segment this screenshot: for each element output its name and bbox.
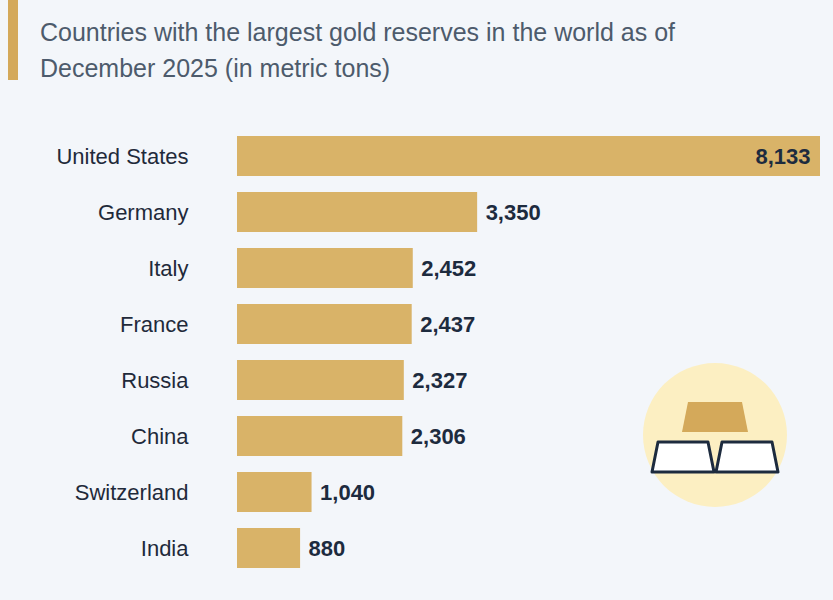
svg-text:3,350: 3,350	[486, 200, 541, 225]
svg-text:France: France	[120, 312, 188, 337]
svg-text:Switzerland: Switzerland	[75, 480, 189, 505]
svg-text:2,327: 2,327	[412, 368, 467, 393]
svg-text:Germany: Germany	[98, 200, 188, 225]
svg-text:880: 880	[309, 536, 346, 561]
svg-text:2,452: 2,452	[421, 256, 476, 281]
svg-text:2,306: 2,306	[411, 424, 466, 449]
svg-text:Russia: Russia	[121, 368, 189, 393]
svg-text:India: India	[141, 536, 189, 561]
svg-text:China: China	[131, 424, 189, 449]
svg-text:2,437: 2,437	[420, 312, 475, 337]
svg-text:Italy: Italy	[148, 256, 188, 281]
svg-text:United States: United States	[56, 144, 188, 169]
html-text:Countries with the largest gol: Countries with the largest gold reserves…	[40, 18, 675, 82]
svg-text:8,133: 8,133	[755, 144, 810, 169]
svg-text:1,040: 1,040	[320, 480, 375, 505]
